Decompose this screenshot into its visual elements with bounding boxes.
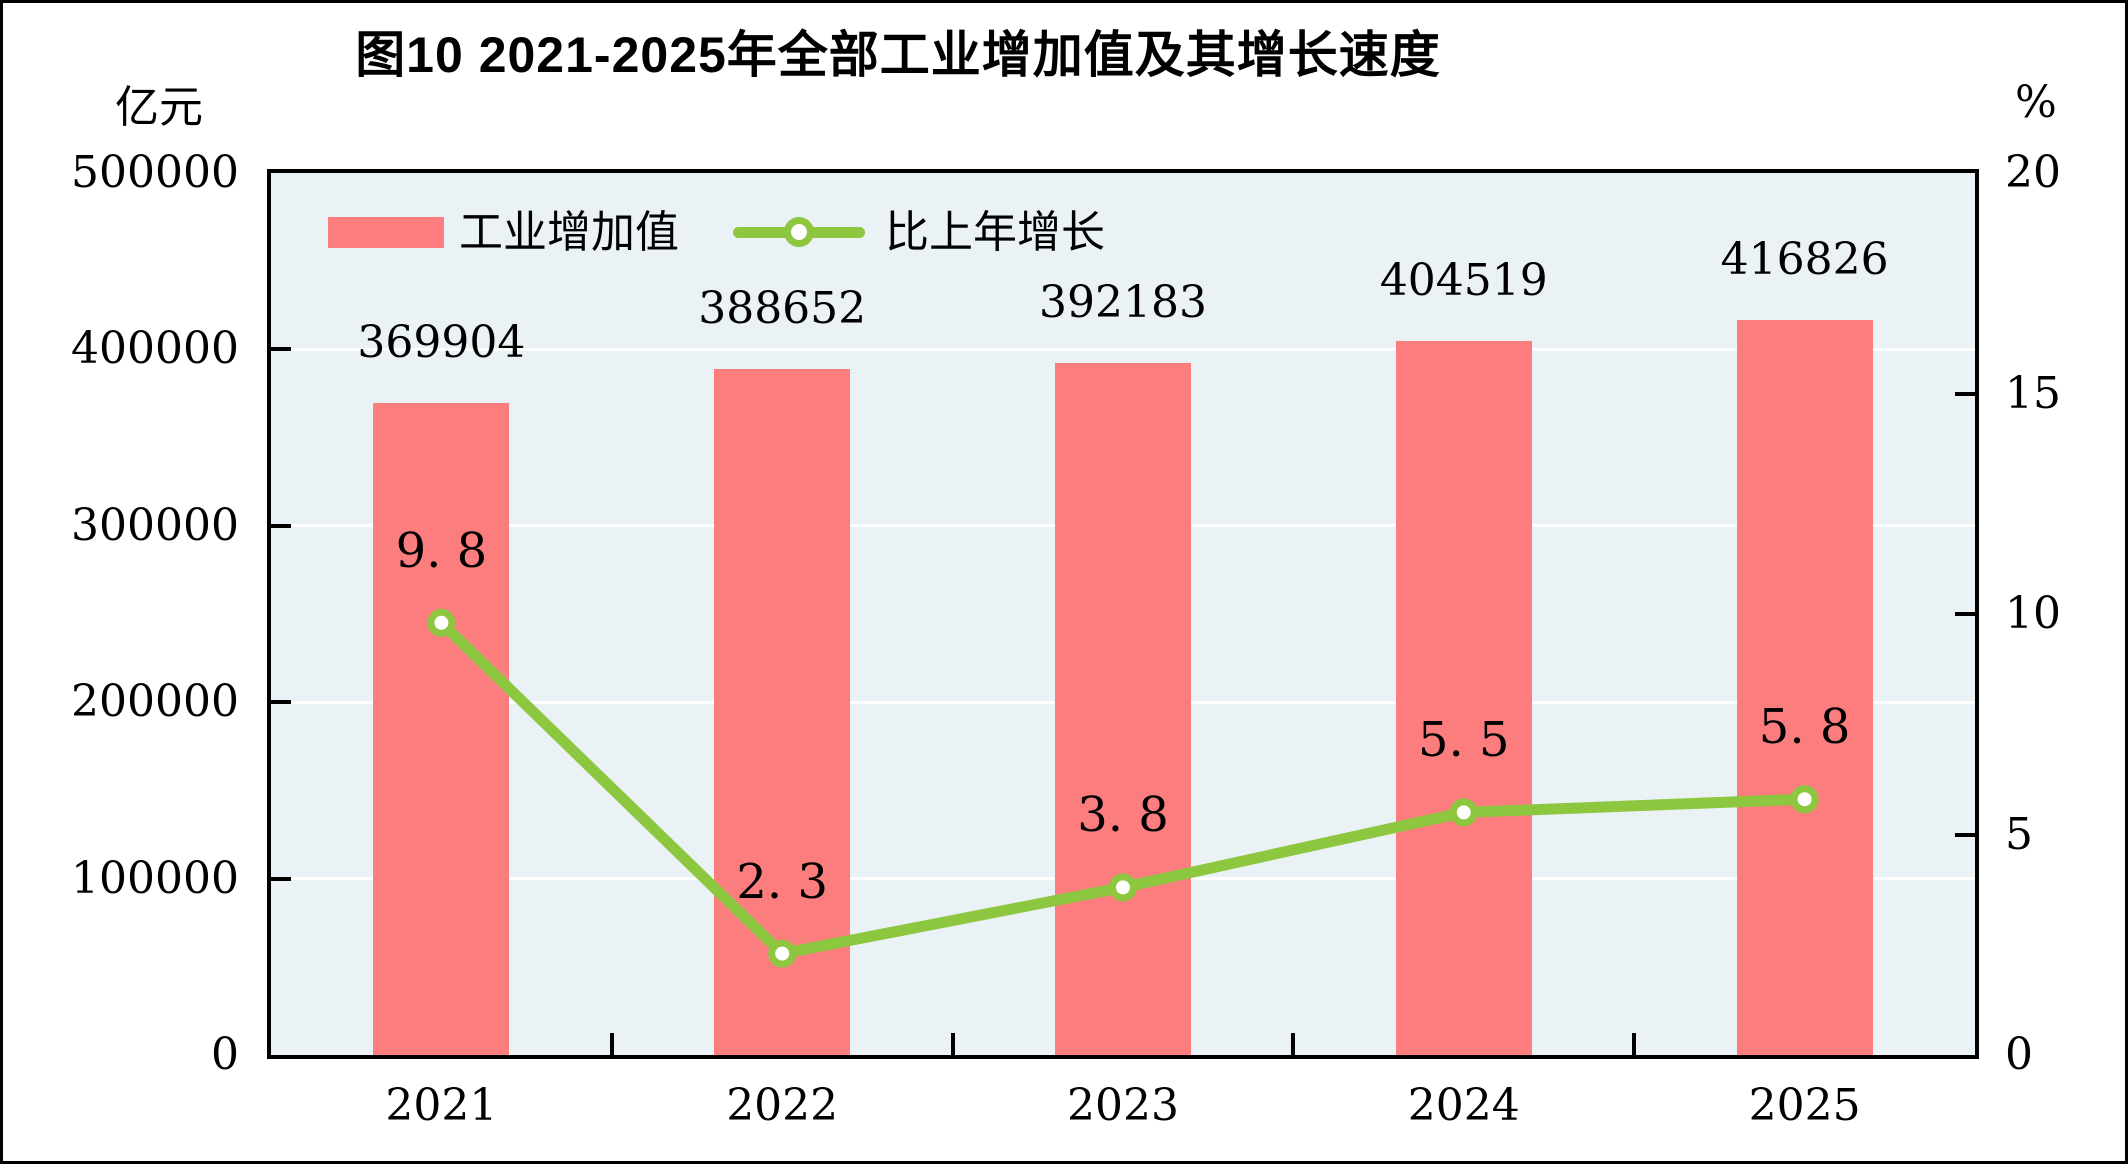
x-axis-tick <box>1632 1033 1637 1055</box>
left-axis-tick <box>271 876 291 881</box>
right-axis-tick-label-0: 0 <box>2005 1029 2033 1080</box>
left-axis-tick <box>271 700 291 705</box>
growth-value-label-2022: 2. 3 <box>736 853 828 910</box>
growth-value-label-2025: 5. 8 <box>1758 699 1851 756</box>
x-axis-tick <box>609 1033 614 1055</box>
left-axis-tick-label-200000: 200000 <box>71 676 239 728</box>
chart-title: 图10 2021-2025年全部工业增加值及其增长速度 <box>355 27 1441 83</box>
x-tick-label-2021: 2021 <box>385 1080 498 1131</box>
x-tick-label-2024: 2024 <box>1407 1080 1520 1131</box>
bar-value-label-2021: 369904 <box>357 316 526 368</box>
bar-value-label-2023: 392183 <box>1039 277 1207 329</box>
legend: 工业增加值 比上年增长 <box>271 173 1975 293</box>
x-tick-label-2022: 2022 <box>726 1080 839 1131</box>
legend-bar-label: 工业增加值 <box>459 208 679 257</box>
right-axis-tick <box>1955 612 1975 616</box>
legend-line-marker-icon <box>784 217 814 247</box>
right-axis-tick <box>1955 391 1975 396</box>
gridline <box>271 347 1975 351</box>
right-axis-tick <box>1955 832 1975 837</box>
left-axis-tick-label-400000: 400000 <box>71 323 239 375</box>
left-axis-unit-label: 亿元 <box>115 83 203 132</box>
left-axis-tick-label-0: 0 <box>211 1029 239 1080</box>
bar-value-label-2022: 388652 <box>698 283 867 335</box>
legend-line-sample <box>733 217 865 247</box>
left-axis-tick <box>271 523 291 528</box>
growth-value-label-2021: 9. 8 <box>395 522 488 579</box>
x-axis-tick <box>1291 1033 1296 1055</box>
bar-2025 <box>1736 319 1873 1055</box>
plot-area: 工业增加值 比上年增长 369904 9. 8 388652 2. 3 392183 3.… <box>267 169 1979 1059</box>
right-axis-unit-label: % <box>2015 77 2057 128</box>
left-axis-tick <box>271 347 291 352</box>
left-axis-tick-label-500000: 500000 <box>71 147 239 198</box>
x-tick-label-2025: 2025 <box>1748 1080 1861 1131</box>
bar-value-label-2025: 416826 <box>1720 233 1889 285</box>
growth-value-label-2024: 5. 5 <box>1418 712 1510 769</box>
legend-bar-swatch <box>328 217 444 248</box>
x-tick-label-2023: 2023 <box>1067 1080 1179 1131</box>
right-axis-tick-label-10: 10 <box>2005 588 2061 639</box>
bar-2022 <box>714 369 851 1055</box>
legend-line-label: 比上年增长 <box>885 208 1105 257</box>
right-axis-tick-label-5: 5 <box>2005 808 2033 860</box>
bar-2021 <box>373 402 510 1055</box>
x-axis-tick <box>950 1033 955 1055</box>
right-axis-tick-label-15: 15 <box>2005 367 2061 419</box>
left-axis-tick-label-300000: 300000 <box>71 499 239 551</box>
left-axis-tick-label-100000: 100000 <box>71 852 239 904</box>
bar-2023 <box>1055 363 1191 1055</box>
bar-2024 <box>1395 341 1532 1055</box>
growth-value-label-2023: 3. 8 <box>1077 787 1169 844</box>
bar-value-label-2024: 404519 <box>1379 255 1548 307</box>
right-axis-tick-label-20: 20 <box>2005 147 2061 198</box>
